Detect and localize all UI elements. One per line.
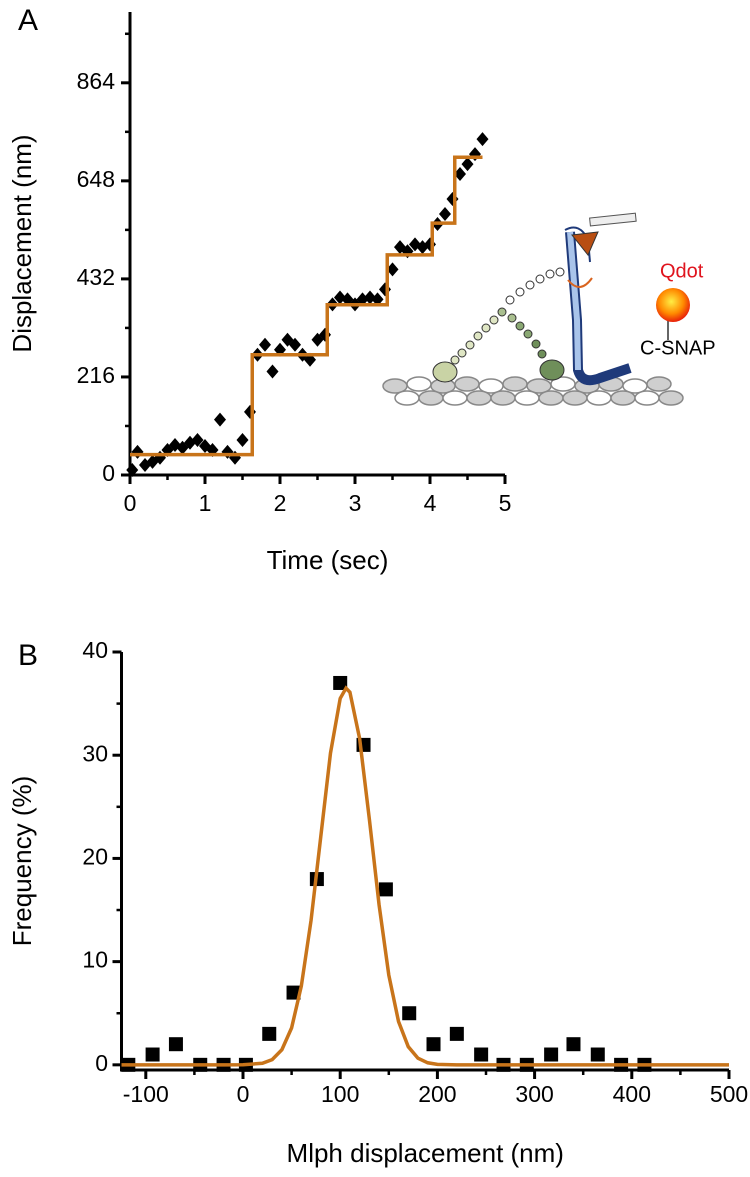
x-tick-label: 200 xyxy=(418,1081,456,1107)
data-point xyxy=(426,1037,441,1052)
data-point xyxy=(566,1037,581,1052)
x-tick-label: 2 xyxy=(274,490,287,516)
y-tick-label: 20 xyxy=(82,843,108,869)
data-point xyxy=(476,132,489,147)
x-axis-title: Mlph displacement (nm) xyxy=(287,1138,564,1168)
data-point xyxy=(371,292,384,307)
x-tick-label: 400 xyxy=(613,1081,651,1107)
x-tick-label: 5 xyxy=(499,490,512,516)
data-point xyxy=(266,364,279,379)
data-point xyxy=(449,1026,464,1041)
data-point xyxy=(446,192,459,207)
x-tick-label: 100 xyxy=(321,1081,359,1107)
data-point xyxy=(333,675,348,690)
y-tick-label: 432 xyxy=(77,264,115,290)
y-tick-label: 30 xyxy=(82,740,108,766)
data-point xyxy=(286,985,301,1000)
data-point xyxy=(191,433,204,448)
annotation: Qdot xyxy=(660,260,704,282)
data-point xyxy=(126,463,139,478)
data-point xyxy=(544,1047,559,1062)
x-tick-label: 4 xyxy=(424,490,437,516)
data-point xyxy=(289,337,301,352)
data-point xyxy=(386,262,399,277)
data-point xyxy=(378,882,393,897)
data-point xyxy=(379,282,391,297)
data-point xyxy=(454,167,466,182)
y-tick-label: 0 xyxy=(95,1050,108,1076)
y-axis-title: Frequency (%) xyxy=(7,776,37,947)
x-tick-label: 3 xyxy=(349,490,362,516)
y-tick-label: 40 xyxy=(82,637,108,663)
panel-label: A xyxy=(18,4,38,37)
data-point xyxy=(131,444,144,459)
data-point xyxy=(168,1037,183,1052)
data-point xyxy=(262,1026,277,1041)
data-point xyxy=(401,244,414,259)
x-tick-label: 0 xyxy=(124,490,137,516)
data-point xyxy=(474,1047,489,1062)
fit-line xyxy=(121,685,729,1067)
y-tick-label: 864 xyxy=(77,68,116,94)
data-point xyxy=(214,412,226,427)
data-point xyxy=(145,1047,160,1062)
annotation: C-SNAP xyxy=(640,337,716,359)
x-tick-label: 1 xyxy=(199,490,212,516)
x-tick-label: -100 xyxy=(123,1081,169,1107)
y-tick-label: 648 xyxy=(77,166,115,192)
schematic xyxy=(382,212,690,406)
panel-label: B xyxy=(18,639,38,672)
y-tick-label: 10 xyxy=(82,947,108,973)
data-point xyxy=(590,1047,605,1062)
y-tick-label: 0 xyxy=(102,460,115,486)
x-axis-title: Time (sec) xyxy=(267,545,389,575)
data-point xyxy=(236,433,249,448)
x-tick-label: 300 xyxy=(515,1081,553,1107)
y-axis-title: Displacement (nm) xyxy=(7,134,37,352)
x-tick-label: 500 xyxy=(710,1081,748,1107)
data-point xyxy=(244,404,256,419)
data-point xyxy=(439,206,451,221)
fit-line xyxy=(130,155,483,457)
data-point xyxy=(461,157,474,172)
data-point xyxy=(402,1006,417,1021)
x-tick-label: 0 xyxy=(237,1081,250,1107)
y-tick-label: 216 xyxy=(77,362,115,388)
data-point xyxy=(259,337,271,352)
